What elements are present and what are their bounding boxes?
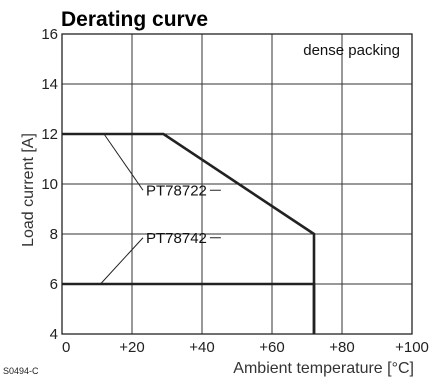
x-tick-label: +80 [329,339,354,356]
leader-line [103,133,144,191]
x-tick-label: +60 [259,339,284,356]
y-tick-label: 8 [50,226,58,243]
plot-frame [61,33,413,335]
x-tick-label: +40 [189,339,214,356]
series-label-PT78742: PT78742 [146,230,207,247]
x-tick-label: 0 [62,339,70,356]
y-tick-label: 4 [50,326,58,343]
y-axis-label: Load current [A] [20,133,37,247]
y-tick-label: 10 [41,176,58,193]
series-line-PT78742 [62,282,316,334]
y-tick-label: 6 [50,276,58,293]
leader-line [100,237,144,285]
series-label-PT78722: PT78722 [146,182,207,199]
x-tick-label: +20 [119,339,144,356]
series-layer: PT78722 PT78742 [62,132,316,334]
tick-layer: 0 +20 +40 +60 +80 +100 4 6 8 10 12 14 16 [41,26,429,356]
figure-code: S0494-C [3,366,39,376]
dense-packing-annotation: dense packing [303,42,400,59]
y-tick-label: 16 [41,26,58,43]
x-axis-label: Ambient temperature [°C] [233,360,414,377]
y-tick-label: 14 [41,76,58,93]
x-tick-label: +100 [395,339,429,356]
y-tick-label: 12 [41,126,58,143]
chart-title: Derating curve [61,8,208,31]
